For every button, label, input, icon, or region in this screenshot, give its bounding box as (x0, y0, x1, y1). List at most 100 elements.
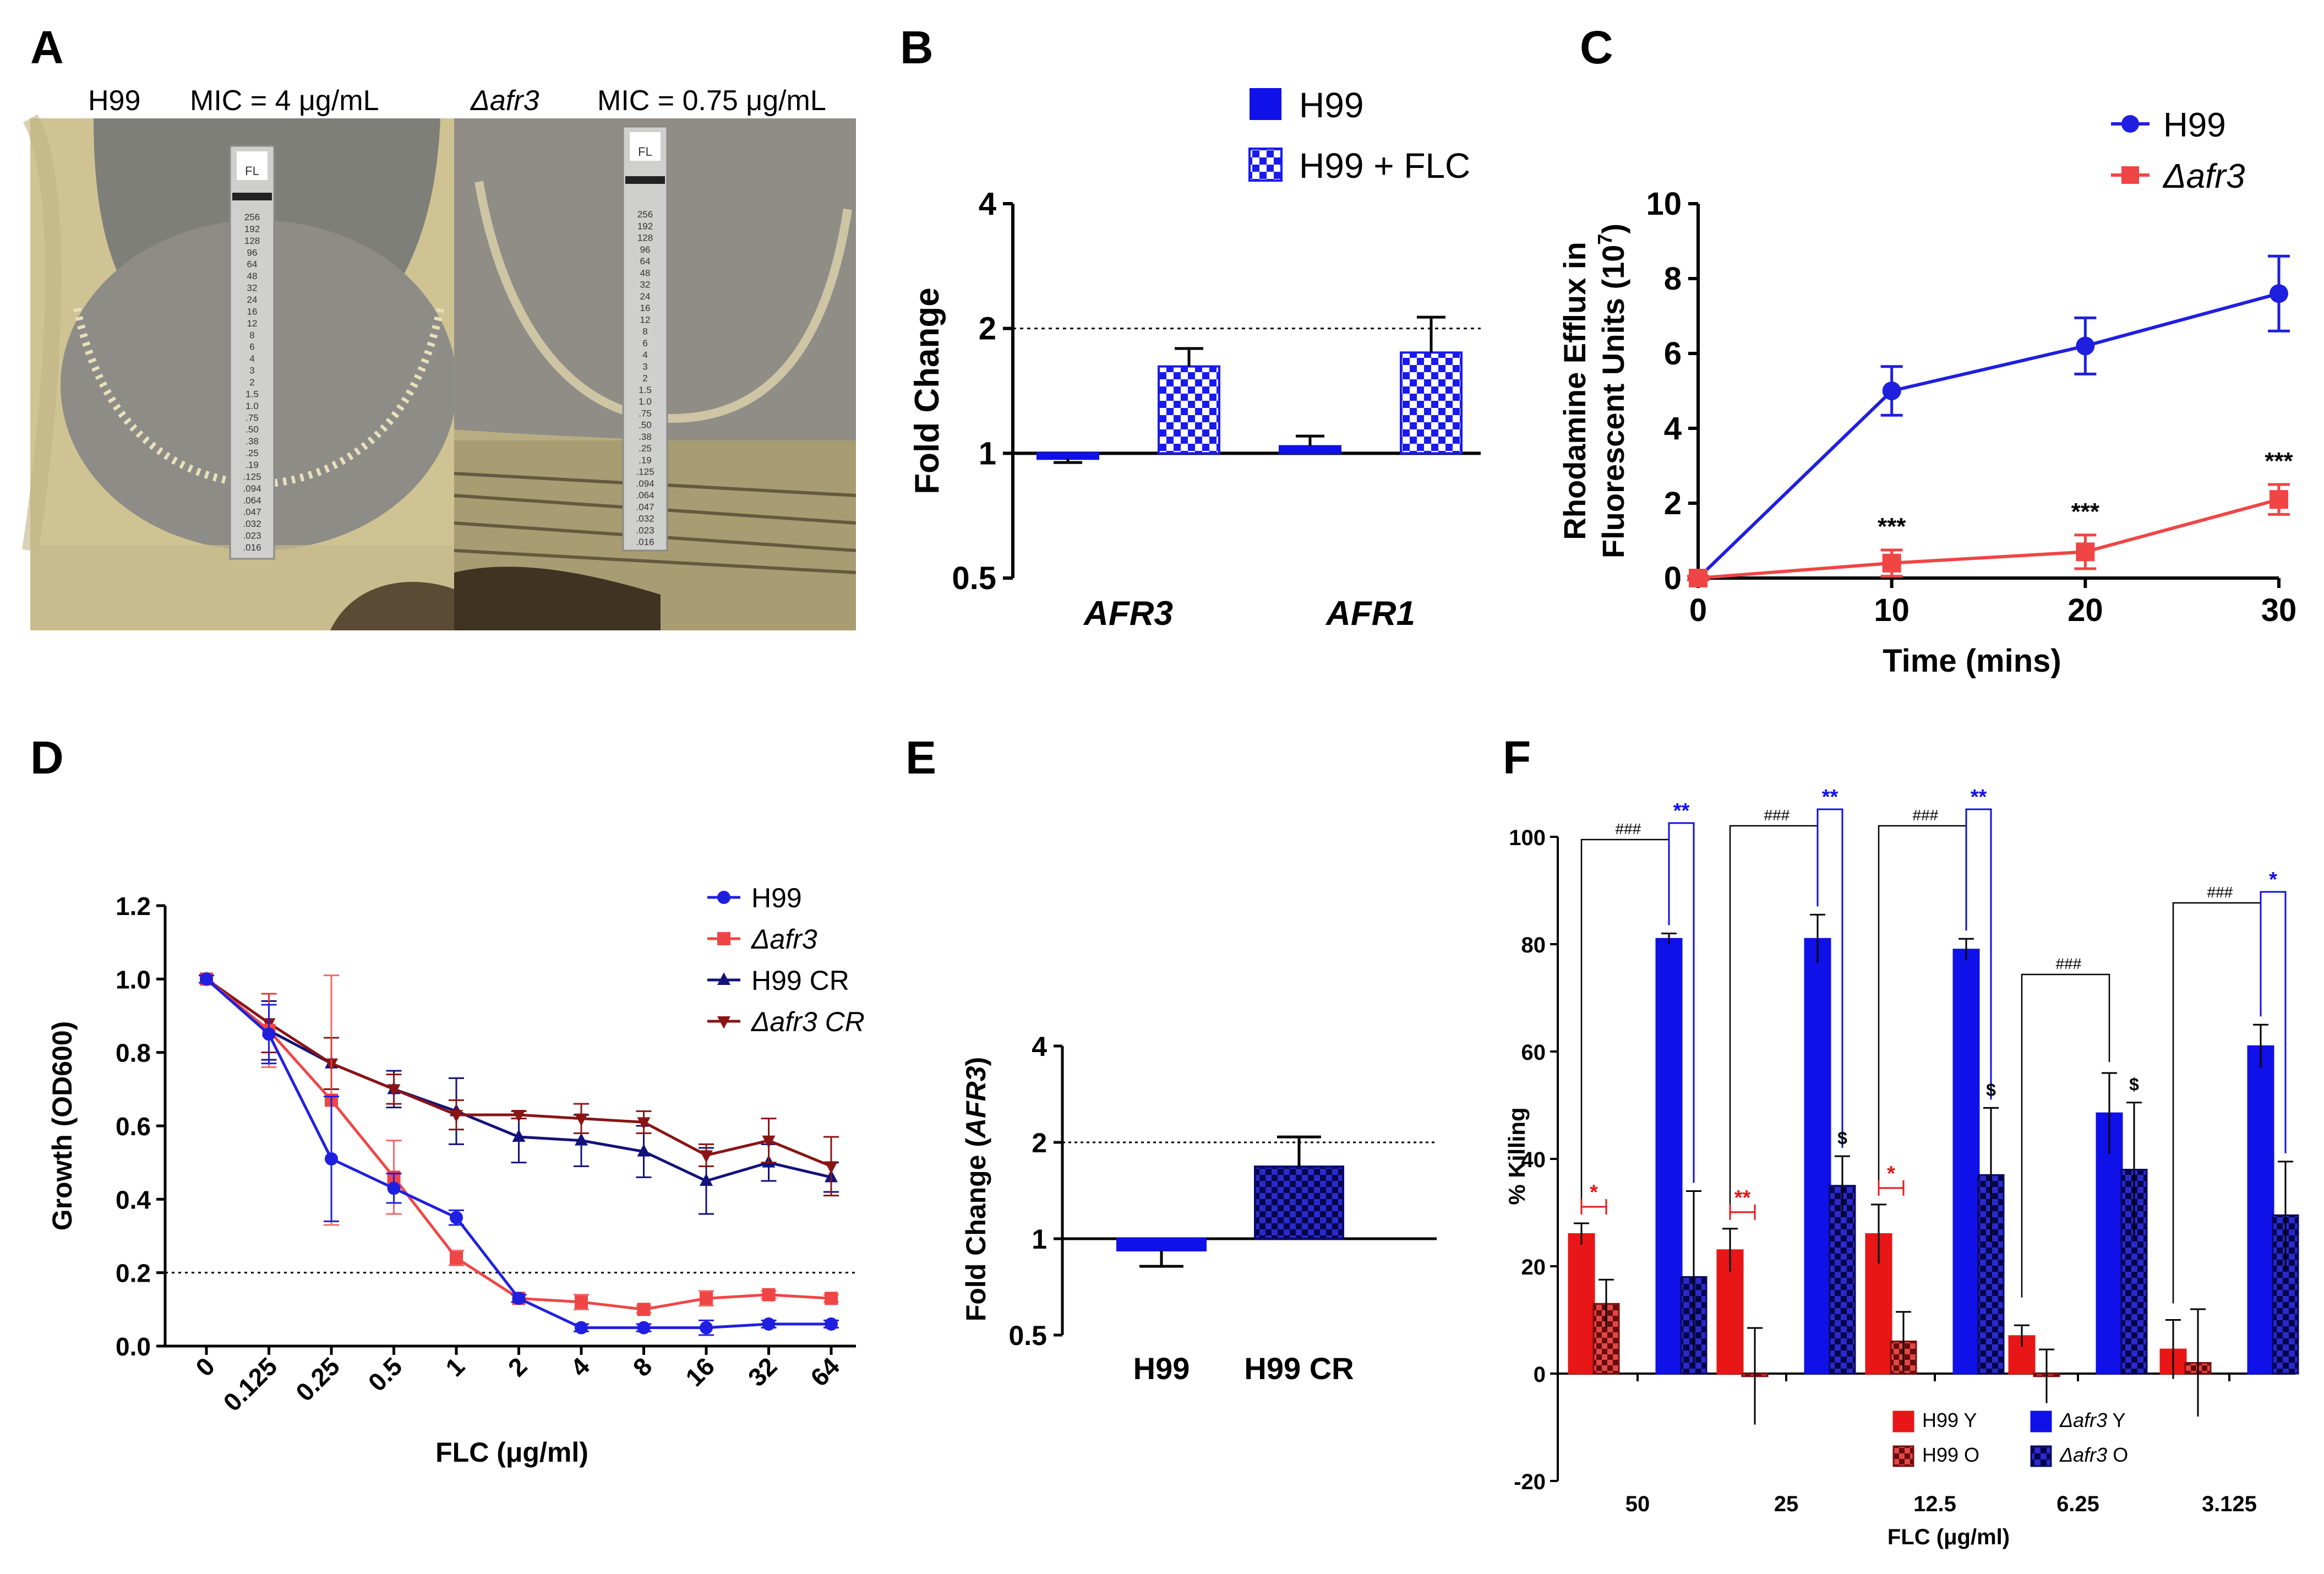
y-tick-label: 60 (1521, 1041, 1546, 1065)
y-tick-label: 0.0 (116, 1332, 151, 1361)
strip-tick-label: 24 (640, 291, 651, 302)
strip-tick-label: 4 (642, 350, 647, 360)
legend-label-h99-flc: H99 + FLC (1299, 146, 1470, 186)
significance-stars-red: ** (1734, 1186, 1751, 1210)
error-bar (2014, 1324, 2030, 1347)
strip-tick-label: 16 (640, 303, 651, 313)
data-point (575, 1113, 588, 1126)
y-axis-title-close: ) (1596, 224, 1630, 234)
data-point (575, 1132, 588, 1146)
legend-marker-h99 (2121, 115, 2139, 133)
bar (1158, 365, 1220, 455)
error-bar (1810, 913, 1825, 963)
data-point (575, 1321, 588, 1335)
data-point (2076, 542, 2095, 562)
data-point (1882, 553, 1901, 573)
y-tick-label: 2 (979, 311, 996, 347)
strip-tick-label: 4 (249, 353, 254, 364)
x-axis-title: Time (mins) (1883, 643, 2061, 679)
chart-b: 0.5 1 2 4 Fold Change AFR3 AFR1 H99 H99 + FLC (908, 85, 1481, 633)
strip-tick-label: .023 (243, 531, 261, 541)
strip-tick-label: .19 (246, 460, 259, 470)
data-point (450, 1110, 463, 1123)
strip-tick-label: 48 (247, 271, 258, 281)
data-point (637, 1303, 651, 1316)
legend-label-suffix: Y (2107, 1409, 2125, 1431)
strip-tick-label: 8 (642, 326, 647, 337)
data-point (637, 1321, 651, 1335)
y-tick-label: 40 (1521, 1148, 1546, 1172)
strip-tick-label: .094 (243, 483, 261, 494)
x-tick-label: 12.5 (1913, 1492, 1956, 1516)
error-bar (2253, 1023, 2268, 1068)
data-point (762, 1317, 776, 1331)
legend-label-afr3: Δafr3 (2162, 157, 2245, 195)
data-point (512, 1129, 526, 1142)
x-tick-label: 30 (2261, 592, 2297, 628)
data-point (262, 1027, 276, 1041)
right-mic-label: MIC = 0.75 μg/mL (597, 85, 826, 117)
error-bar (2102, 1072, 2117, 1154)
data-point (637, 1143, 651, 1157)
x-tick-label: 64 (805, 1352, 845, 1392)
y-tick-label: 80 (1521, 933, 1546, 957)
error-bar (1959, 938, 1974, 961)
y-tick-label: 4 (979, 186, 996, 222)
error-bar (1686, 1190, 1701, 1363)
error-bar (2278, 1161, 2293, 1269)
error-bar (2039, 1348, 2054, 1403)
strip-tick-label: .125 (243, 471, 261, 482)
series-line (1698, 498, 2279, 580)
bar (1036, 452, 1099, 460)
y-tick-label: 8 (1664, 261, 1682, 297)
legend-label-suffix: O (1959, 1444, 1979, 1466)
x-tick-label: AFR3 (1083, 595, 1173, 633)
y-axis-title: Fold Change (908, 287, 946, 494)
legend-marker (717, 891, 730, 904)
error-bar (1054, 459, 1082, 464)
significance-stars-blue: ** (1971, 786, 1987, 809)
strip-tick-label: .25 (639, 443, 652, 454)
strip-tick-label: 8 (249, 330, 254, 340)
legend-label-prefix: Δafr3 (2059, 1444, 2107, 1466)
strip-brand-right: FL (638, 145, 652, 159)
data-point (325, 1152, 338, 1165)
y-tick-label: 4 (1664, 411, 1682, 446)
y-axis-title-prefix: Fold Change ( (961, 1138, 991, 1322)
legend-label: Δafr3 (751, 924, 817, 955)
x-tick-label: 50 (1625, 1492, 1650, 1516)
strip-tick-label: .047 (243, 507, 261, 518)
strip-tick-label: 3 (249, 366, 254, 376)
data-point (637, 1117, 651, 1130)
significance-hash: ### (2055, 955, 2081, 972)
strip-tick-label: .38 (246, 436, 259, 446)
y-tick-label: 0.2 (116, 1259, 151, 1288)
y-tick-label: 0 (1664, 560, 1682, 596)
bar (1254, 1165, 1344, 1240)
legend-label: H99 O (1922, 1444, 1979, 1466)
panel-b-letter: B (900, 21, 934, 73)
y-tick-label: 1.2 (116, 892, 151, 921)
y-tick-label: 1.0 (116, 965, 151, 994)
strip-tick-label: 128 (637, 233, 653, 243)
x-tick-label: AFR1 (1325, 595, 1415, 633)
legend-label: Δafr3 CR (751, 1006, 865, 1037)
legend-label-prefix: H99 (1922, 1444, 1959, 1466)
x-tick-label: 0.25 (290, 1352, 345, 1407)
y-axis-title-line1: Rhodamine Efflux in (1557, 242, 1592, 540)
significance-bracket-red (1729, 1204, 1756, 1220)
strip-tick-label: 256 (637, 209, 653, 220)
legend-marker-afr3 (2121, 166, 2139, 184)
error-bar (1747, 1327, 1763, 1425)
strip-tick-label: 12 (247, 318, 258, 329)
significance-stars: *** (2265, 448, 2293, 475)
x-tick-label: 1 (440, 1352, 470, 1382)
strip-tick-label: 1.5 (639, 385, 652, 395)
panel-f: F -20 0 20 40 60 80 100 % Killing 50 25 12.5 6.25 3.… (1503, 732, 2299, 1549)
error-bar (1722, 1228, 1738, 1272)
chart-d: 0.0 0.2 0.4 0.6 0.8 1.0 1.2 00.125 0.25 0.5 1 2 4 8 16… (47, 883, 865, 1468)
strip-tick-label: 2 (642, 373, 647, 384)
strip-tick-label: 2 (249, 377, 254, 388)
x-tick-label: 0 (1689, 592, 1707, 628)
data-point (700, 1292, 713, 1305)
